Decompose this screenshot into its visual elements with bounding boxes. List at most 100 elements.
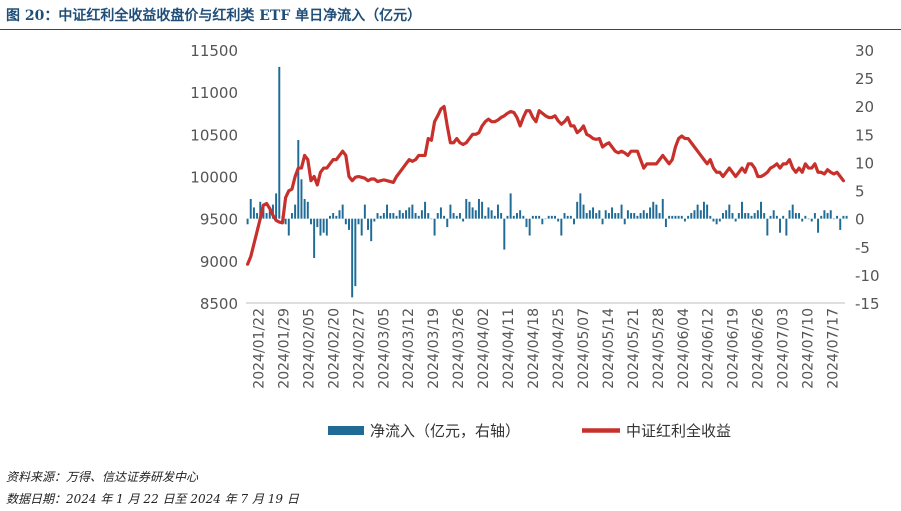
- flow-bar: [671, 215, 674, 219]
- flow-bar: [576, 201, 579, 219]
- y-left-tick-label: 10000: [190, 169, 238, 187]
- flow-bar: [515, 213, 518, 219]
- y-right-tick-label: 25: [855, 70, 874, 88]
- flow-bar: [788, 210, 791, 219]
- flow-bar: [712, 218, 715, 222]
- flow-bar: [718, 218, 721, 222]
- flow-bar: [405, 210, 408, 219]
- flow-bar: [531, 215, 534, 219]
- flow-bar: [804, 215, 807, 219]
- flow-bar: [630, 213, 633, 219]
- flow-bar: [680, 215, 683, 219]
- flow-bar: [817, 218, 820, 233]
- flow-bar: [303, 198, 306, 219]
- flow-bar: [563, 213, 566, 219]
- flow-bar: [620, 204, 623, 219]
- figure-title: 图 20：中证红利全收益收盘价与红利类 ETF 单日净流入（亿元）: [6, 8, 422, 24]
- flow-bar: [544, 218, 547, 220]
- flow-bar: [458, 213, 461, 219]
- flow-bar: [363, 204, 366, 219]
- y-left-tick-label: 11500: [190, 42, 238, 60]
- flow-bar: [554, 215, 556, 219]
- flow-bar: [753, 213, 756, 219]
- flow-bar: [807, 218, 810, 220]
- flow-bar: [668, 215, 671, 219]
- legend-bar-label: 净流入（亿元，右轴）: [370, 422, 520, 440]
- x-tick-label: 2024/04/25: [551, 308, 567, 389]
- flow-bar: [259, 201, 262, 219]
- flow-bar: [655, 204, 658, 219]
- x-tick-label: 2024/04/18: [526, 308, 542, 389]
- flow-bar: [592, 207, 595, 219]
- flow-bar: [702, 201, 705, 219]
- x-tick-label: 2024/02/27: [351, 308, 367, 389]
- flow-bar: [741, 201, 743, 219]
- flow-bar: [528, 218, 531, 236]
- flow-bar: [316, 218, 319, 228]
- flow-bar: [737, 213, 740, 219]
- flow-bar: [341, 204, 344, 219]
- y-right-tick-label: -15: [855, 295, 880, 313]
- flow-bar: [798, 213, 801, 219]
- flow-bar: [325, 218, 328, 236]
- x-tick-label: 2024/06/19: [726, 308, 742, 389]
- flow-bar: [595, 213, 598, 219]
- flow-bar: [386, 204, 389, 219]
- flow-bar: [392, 213, 395, 219]
- flow-bar: [398, 210, 401, 219]
- flow-bar: [474, 210, 477, 219]
- flow-bar: [262, 207, 265, 219]
- flow-bar: [468, 201, 471, 219]
- flow-bar: [760, 201, 762, 219]
- flow-bar: [598, 210, 601, 219]
- x-tick-label: 2024/02/20: [326, 308, 342, 389]
- x-tick-label: 2024/06/26: [751, 308, 767, 389]
- flow-bar: [734, 218, 737, 222]
- x-tick-label: 2024/04/11: [501, 308, 517, 389]
- flow-bar: [376, 213, 379, 219]
- flow-bar: [582, 204, 585, 219]
- flow-bar: [588, 210, 591, 219]
- flow-bar: [512, 215, 515, 219]
- flow-bar: [550, 215, 553, 219]
- flow-bar: [449, 204, 452, 219]
- flow-bar: [750, 215, 753, 219]
- flow-bar: [417, 215, 420, 219]
- flow-bar: [569, 215, 572, 219]
- flow-bar: [820, 215, 823, 219]
- flow-bar: [782, 215, 785, 219]
- flow-bar: [823, 210, 826, 219]
- flow-bar: [683, 218, 686, 222]
- source-note: 资料来源：万得、信达证券研发中心: [6, 470, 199, 484]
- flow-bars: [246, 66, 848, 298]
- flow-bar: [832, 218, 835, 220]
- flow-bar: [424, 201, 427, 219]
- flow-bar: [769, 215, 772, 219]
- flow-bar: [427, 213, 430, 219]
- y-left-tick-label: 8500: [200, 295, 238, 313]
- flow-bar: [636, 215, 639, 219]
- y-left-tick-label: 11000: [190, 84, 238, 102]
- flow-bar: [693, 210, 696, 219]
- flow-bar: [430, 218, 433, 220]
- flow-bar: [278, 66, 281, 219]
- flow-bar: [338, 210, 341, 219]
- flow-bar: [322, 218, 325, 233]
- flow-bar: [661, 198, 664, 219]
- flow-bar: [490, 210, 493, 219]
- flow-bar: [772, 210, 775, 219]
- title-underline: [0, 29, 901, 30]
- flow-bar: [687, 215, 690, 219]
- chart-axes: 8500 9000 9500 10000 10500 11000 11500 -15 -10 -5…: [190, 42, 879, 389]
- flow-bar: [452, 213, 455, 219]
- flow-bar: [268, 210, 271, 219]
- x-tick-label: 2024/01/22: [251, 308, 267, 389]
- flow-bar: [614, 213, 617, 219]
- flow-bar: [309, 218, 312, 225]
- flow-bar: [623, 218, 626, 225]
- flow-bar: [471, 207, 474, 219]
- x-tick-label: 2024/03/19: [426, 308, 442, 389]
- flow-bar: [411, 204, 414, 219]
- flow-bar: [252, 207, 255, 219]
